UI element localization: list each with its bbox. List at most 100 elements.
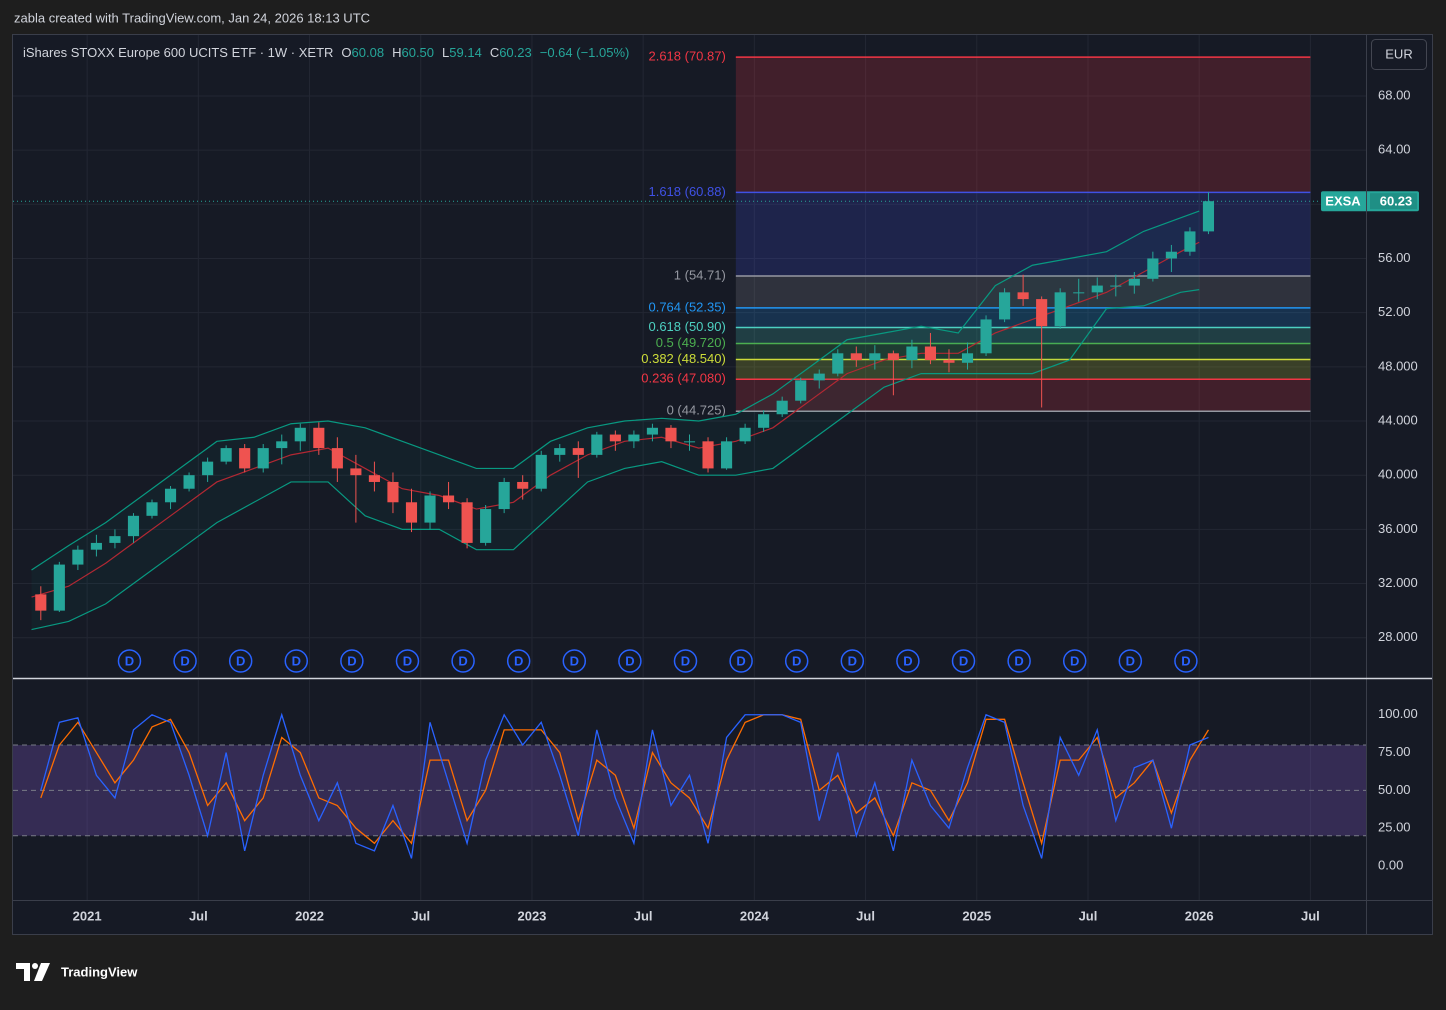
ohlc-key: H [392, 45, 401, 60]
candle-body [1128, 278, 1140, 286]
candle-body [1147, 258, 1159, 279]
dividend-label: D [180, 653, 189, 668]
y-tick-label: 68.00 [1378, 87, 1411, 102]
candle-body [999, 292, 1011, 320]
logo-icon [34, 963, 50, 981]
y-tick-label: 56.00 [1378, 250, 1411, 265]
candle-body [887, 353, 899, 361]
candle-body [776, 400, 788, 415]
dividend-marker [896, 649, 920, 673]
candle-body [1202, 201, 1215, 232]
dividend-label: D [959, 653, 968, 668]
stoch-tick-label: 100.00 [1378, 706, 1418, 721]
dividend-label: D [625, 653, 634, 668]
candle-body [90, 542, 102, 550]
dividend-label: D [1014, 653, 1023, 668]
dividend-marker [562, 649, 587, 673]
candle-body [1110, 285, 1122, 287]
candle-body [1091, 285, 1103, 293]
bollinger-basis [31, 241, 1200, 598]
candle-body [183, 475, 195, 489]
candle-body [461, 502, 473, 543]
fib-zone [735, 359, 1311, 380]
x-tick-label: Jul [634, 908, 653, 923]
candle-body [405, 502, 418, 523]
candle-body [220, 448, 232, 462]
candle-body [609, 434, 621, 442]
dividend-marker [784, 649, 809, 673]
dividend-label: D [125, 653, 134, 668]
y-tick-label: 44.000 [1378, 412, 1418, 427]
currency-button[interactable] [1371, 39, 1427, 70]
fib-label: 2.618 (70.87) [648, 49, 725, 64]
y-tick-label: 28.000 [1378, 629, 1418, 644]
dividend-label: D [1181, 653, 1190, 668]
dividend-label: D [570, 653, 579, 668]
candle-body [294, 427, 306, 442]
ohlc-value: 60.50 [401, 45, 434, 60]
candle-body [758, 414, 770, 428]
x-tick-label: Jul [1301, 908, 1320, 923]
dividend-marker [618, 649, 642, 673]
candle-body [850, 353, 862, 361]
dividend-marker [117, 649, 142, 673]
fib-label: 0.236 (47.080) [641, 371, 726, 386]
stoch-tick-label: 75.00 [1378, 744, 1411, 759]
logo: TradingView [16, 963, 138, 981]
header: zabla created with TradingView.com, Jan … [14, 10, 370, 25]
dividend-marker [673, 649, 698, 673]
dividend-label: D [403, 653, 412, 668]
x-tick-label: Jul [411, 908, 430, 923]
candle-body [442, 495, 455, 503]
dividend-label: D [1070, 653, 1079, 668]
ohlc-key: O [341, 45, 351, 60]
candle-body [424, 495, 436, 523]
candle-body [480, 509, 492, 543]
candle-body [109, 536, 121, 543]
dividend-marker [840, 649, 865, 673]
candle-body [702, 441, 714, 469]
candle-body [739, 427, 751, 442]
candle-body [1184, 231, 1196, 252]
fib-zone [735, 307, 1311, 328]
y-tick-label: 32.000 [1378, 575, 1418, 590]
bollinger-lower [31, 289, 1200, 631]
candle-body [795, 380, 807, 401]
dividend-marker [1007, 649, 1031, 673]
candle-body [813, 373, 825, 381]
candle-body [257, 448, 269, 469]
x-tick-label: Jul [189, 908, 208, 923]
dividend-marker [395, 649, 420, 673]
currency[interactable]: EUR [1385, 46, 1412, 61]
candle-body [146, 502, 158, 516]
candle-body [517, 481, 529, 489]
dividend-label: D [848, 653, 857, 668]
dividend-marker [340, 649, 364, 673]
candle-body [1054, 292, 1066, 327]
candle-body [35, 594, 47, 611]
fib-label: 0.618 (50.90) [648, 319, 725, 334]
candle-body [350, 468, 362, 476]
stoch-tick-label: 25.00 [1378, 820, 1411, 835]
candle-body [832, 353, 844, 374]
legend: iShares STOXX Europe 600 UCITS ETF · 1W … [23, 45, 629, 60]
logo-text: TradingView [61, 964, 138, 979]
dividend-marker [729, 649, 753, 673]
x-tick-label: 2025 [962, 908, 991, 923]
candle-body [72, 549, 84, 565]
candle-body [980, 319, 992, 354]
logo-icon [32, 963, 38, 969]
candle-body [535, 454, 547, 489]
x-tick-label: Jul [1079, 908, 1098, 923]
candle-body [331, 448, 343, 469]
y-tick-label: 52.00 [1378, 304, 1411, 319]
candle-body [646, 427, 658, 435]
fib-zone [735, 57, 1311, 193]
candle-body [313, 427, 325, 449]
candle-body [721, 441, 733, 469]
dividend-label: D [292, 653, 301, 668]
dividend-marker [506, 649, 531, 673]
stoch-k [40, 712, 1209, 859]
fib-label: 0.764 (52.35) [648, 299, 725, 314]
candle-body [1017, 292, 1029, 300]
